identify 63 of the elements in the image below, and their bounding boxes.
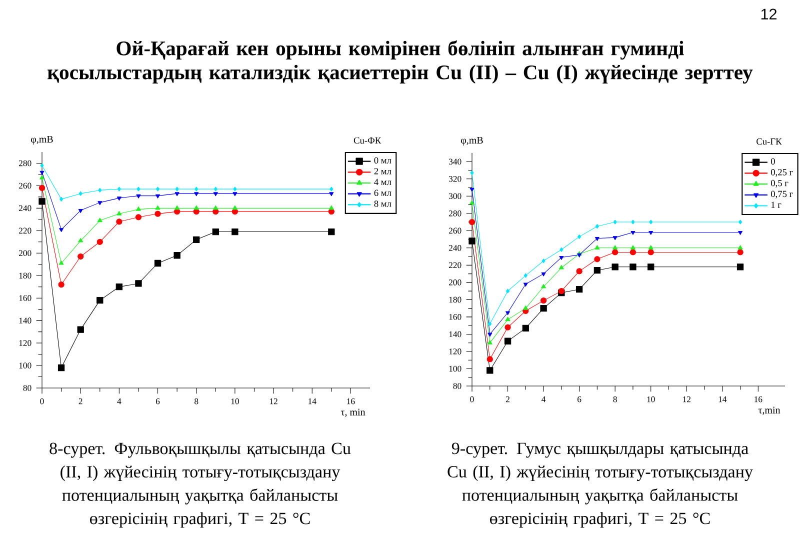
- y-tick-label: 160: [19, 295, 32, 302]
- y-tick-label: 240: [18, 205, 32, 212]
- x-tick-label: 4: [542, 396, 546, 402]
- y-tick-label: 300: [449, 193, 462, 200]
- y-tick-label: 160: [449, 314, 462, 320]
- y-tick-label: 80: [23, 385, 32, 391]
- x-tick-label: 10: [231, 398, 239, 404]
- y-tick-label: 280: [18, 160, 32, 166]
- x-tick-label: 6: [578, 396, 582, 402]
- legend-label: 0 мл: [374, 157, 392, 164]
- y-axis-title: φ,mB: [461, 136, 483, 146]
- y-tick-label: 240: [448, 245, 462, 251]
- y-tick-label: 100: [19, 362, 32, 368]
- y-axis-title: φ,mB: [31, 136, 53, 145]
- y-tick-label: 220: [448, 262, 462, 268]
- y-tick-label: 140: [449, 331, 462, 338]
- x-tick-label: 10: [647, 396, 655, 402]
- legend-label: 4 мл: [374, 178, 392, 186]
- x-axis-title: τ, min: [340, 408, 366, 417]
- x-tick-label: 6: [156, 398, 160, 404]
- x-axis-title: τ,min: [758, 406, 780, 415]
- y-tick-label: 80: [453, 383, 462, 389]
- y-tick-label: 180: [449, 296, 462, 303]
- x-tick-label: 2: [506, 396, 510, 402]
- x-tick-label: 14: [718, 396, 727, 402]
- x-tick-label: 16: [754, 396, 762, 402]
- x-tick-label: 16: [347, 398, 355, 404]
- x-tick-label: 12: [270, 398, 278, 404]
- legend-label: 8 мл: [374, 200, 392, 207]
- x-tick-label: 12: [683, 396, 690, 402]
- legend-label: 1 г: [771, 202, 782, 208]
- legend-title: Cu-ФК: [354, 137, 382, 144]
- x-tick-label: 8: [194, 398, 198, 404]
- legend-label: 0,75 г: [770, 190, 793, 198]
- y-tick-label: 120: [19, 340, 32, 346]
- text: 8-сурет. Фульвоқышқылы қатысында Cu (II, I) жүйесінің тотығу-тотықсыздану потенциалының уақытқа байланысты өзгерісінің графигі, Т = 25 °С: [50, 442, 351, 528]
- y-tick-label: 260: [448, 228, 462, 234]
- x-tick-label: 0: [470, 396, 474, 402]
- y-tick-label: 340: [449, 158, 462, 165]
- x-tick-label: 2: [78, 398, 82, 404]
- y-tick-label: 220: [18, 228, 32, 234]
- y-tick-label: 140: [19, 318, 32, 324]
- chart-title: Ой-Қарағай кен орыны көмірінен бөлініп алынған гуминді қосылыстардың катализдік қасиеттерін Cu (II) – Cu (I) жүйесінде зерттеу: [48, 40, 753, 84]
- y-tick-label: 180: [19, 272, 32, 279]
- legend-title: Cu-ГК: [756, 138, 782, 145]
- x-tick-label: 0: [40, 398, 44, 404]
- y-tick-label: 200: [448, 280, 462, 286]
- y-tick-label: 120: [449, 348, 462, 354]
- y-tick-label: 320: [449, 176, 462, 182]
- legend-label: 0,5 г: [770, 180, 788, 188]
- x-tick-label: 4: [117, 398, 122, 404]
- legend-label: 0,25 г: [770, 169, 793, 177]
- y-tick-label: 200: [18, 250, 32, 256]
- y-tick-label: 260: [18, 182, 32, 189]
- x-tick-label: 8: [613, 396, 617, 402]
- legend-label: 0: [770, 158, 775, 164]
- y-tick-label: 100: [449, 366, 462, 372]
- text: 9-сурет. Гумус қышқылдары қатысында Cu (II, I) жүйесінің тотығу-тотықсыздану потенциалының уақытқа байланысты өзгерісінің графигі, Т = 25 °С: [448, 442, 753, 528]
- y-tick-label: 280: [448, 210, 462, 216]
- legend-label: 2 мл: [374, 168, 392, 174]
- x-tick-label: 14: [308, 398, 316, 404]
- legend-label: 6 мл: [374, 190, 392, 196]
- text: 12: [761, 8, 777, 20]
